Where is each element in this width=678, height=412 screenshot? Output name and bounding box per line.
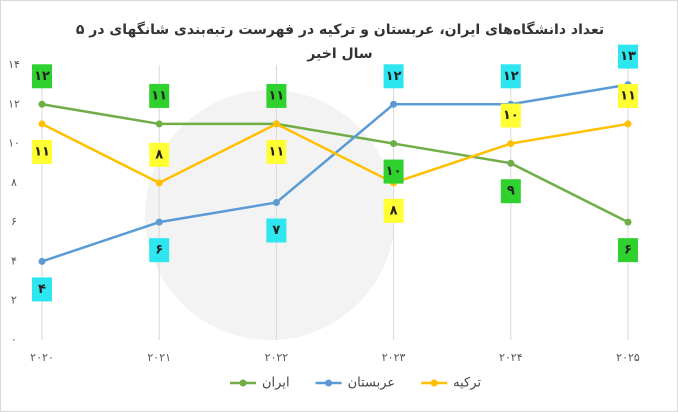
x-tick-label: ۲۰۲۱: [147, 351, 171, 364]
value-label: ۷: [272, 223, 280, 238]
value-label-box: [266, 139, 287, 164]
value-label-box: [149, 142, 170, 167]
x-tick-label: ۲۰۲۴: [499, 351, 523, 364]
value-label-box: [618, 83, 638, 108]
legend-label[interactable]: ترکیه: [453, 376, 481, 391]
point: [390, 140, 398, 148]
point: [272, 199, 280, 206]
value-label-box: [32, 139, 52, 164]
value-label: ۱۰: [386, 164, 402, 179]
value-label: ۴: [38, 282, 46, 297]
value-label: ۱۱: [34, 144, 50, 159]
point: [155, 179, 163, 187]
value-label-box: [149, 238, 170, 263]
x-tick-label: ۲۰۲۰: [30, 351, 54, 364]
y-tick-label: ۴: [11, 254, 17, 267]
legend-label[interactable]: عربستان: [348, 376, 396, 391]
value-label: ۱۱: [268, 88, 284, 103]
legend-label[interactable]: ایران: [262, 376, 290, 391]
y-tick-label: ۱۰: [8, 137, 20, 150]
legend-marker: [430, 379, 438, 387]
value-label: ۶: [155, 243, 163, 258]
value-label-box: [500, 64, 521, 89]
value-label: ۱۱: [268, 144, 284, 159]
point: [507, 140, 515, 148]
point: [38, 100, 46, 108]
value-label: ۶: [624, 243, 632, 258]
value-label: ۸: [155, 147, 163, 162]
y-tick-label: ۶: [11, 215, 17, 228]
value-label-box: [266, 218, 287, 243]
point: [507, 159, 515, 167]
value-label: ۱۰: [503, 108, 519, 123]
value-label-box: [32, 64, 52, 89]
legend-marker: [239, 379, 247, 387]
point: [624, 218, 632, 226]
y-tick-label: ۰: [11, 333, 17, 346]
value-label: ۱۱: [620, 88, 636, 103]
point: [155, 218, 163, 226]
value-label-box: [32, 277, 52, 302]
value-label-box: [618, 44, 638, 69]
value-label-box: [383, 198, 404, 223]
value-label-box: [383, 159, 404, 184]
point: [38, 120, 46, 128]
value-label: ۱۲: [503, 69, 519, 84]
legend-marker: [325, 379, 333, 387]
x-tick-label: ۲۰۲۲: [265, 351, 289, 364]
y-tick-label: ۱۴: [8, 58, 20, 71]
value-label-box: [266, 83, 287, 108]
point: [272, 120, 280, 128]
value-label: ۸: [390, 203, 398, 218]
value-label: ۹: [507, 184, 515, 199]
chart-title: تعداد دانشگاه‌های ایران، عربستان و ترکیه…: [75, 22, 605, 62]
point: [155, 120, 163, 128]
y-tick-label: ۱۲: [8, 97, 20, 110]
point: [38, 257, 46, 265]
series-line: [41, 103, 629, 224]
value-label: ۱۱: [151, 88, 167, 103]
x-tick-label: ۲۰۲۳: [382, 351, 406, 364]
value-label-box: [500, 179, 521, 204]
value-label: ۱۲: [34, 69, 50, 84]
x-tick-label: ۲۰۲۵: [616, 351, 640, 364]
value-label: ۱۲: [386, 69, 402, 84]
y-tick-label: ۲: [11, 294, 17, 307]
value-label-box: [500, 103, 521, 128]
value-label-box: [149, 83, 170, 108]
series-line: [41, 122, 629, 185]
point: [624, 120, 632, 128]
value-label-box: [383, 64, 404, 89]
value-label: ۱۳: [620, 49, 636, 64]
value-label-box: [618, 238, 638, 263]
point: [390, 100, 398, 108]
y-tick-label: ۸: [11, 176, 17, 189]
